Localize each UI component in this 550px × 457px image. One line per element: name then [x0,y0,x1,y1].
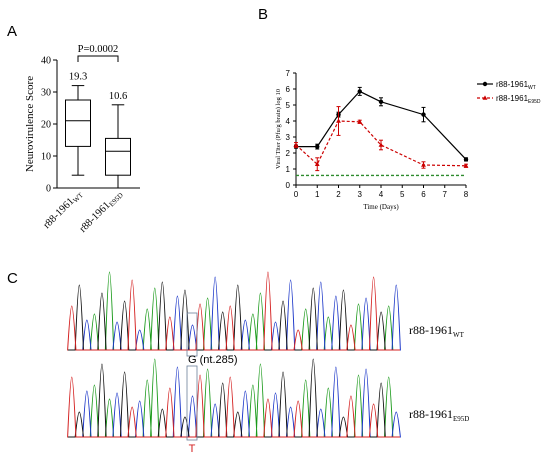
data-point [336,118,341,123]
chromatogram-trace-mut [68,358,400,438]
line-y-tick-label: 6 [286,85,291,94]
box-category-label: r88-1961E95D [78,188,125,235]
panel-letter-b: B [258,6,269,23]
line-x-tick-label: 6 [421,190,426,199]
chromatogram-trace-wt [67,271,400,351]
box-category-text: r88-1961E95D [78,188,125,235]
mut-position-box [186,365,198,441]
data-point [378,99,384,105]
box-mean-label: 19.3 [69,72,87,83]
panel-letter-c: C [7,270,18,287]
box-y-tick-label: 30 [41,88,51,99]
chromatogram-trace-wt [68,281,400,351]
line-y-tick-label: 2 [286,149,291,158]
data-point [315,144,320,149]
line-x-tick-label: 1 [315,190,320,199]
chromatogram-trace-mut [67,374,400,438]
line-y-tick-label: 5 [286,101,291,110]
data-point [357,89,362,94]
line-y-axis-label: Viral Titer (Pfu/g brain) log 10 [275,89,282,169]
box-y-tick-label: 10 [41,152,51,163]
box-mean-label: 10.6 [109,91,127,102]
box-y-tick-label: 40 [41,56,51,67]
mut-trace-label: r88-1961E95D [409,407,469,423]
box-iqr [105,137,131,176]
line-y-tick-label: 3 [286,133,291,142]
box-y-axis-label: Neurovirulence Score [24,76,36,172]
panel-letter-a: A [7,23,18,40]
line-y-tick-label: 0 [286,181,291,190]
line-x-tick-label: 7 [443,190,448,199]
pvalue-bracket [77,55,119,62]
line-x-tick-label: 4 [379,190,384,199]
pvalue-label: P=0.0002 [78,44,119,55]
wt-trace-label: r88-1961WT [409,323,465,339]
line-y-tick-label: 1 [286,165,291,174]
data-point [314,161,320,166]
line-x-tick-label: 8 [464,190,469,199]
line-x-tick-label: 2 [336,190,341,199]
chromatogram-trace-mut [68,366,401,438]
legend-marker [482,81,488,87]
legend-marker [482,95,488,100]
line-y-tick-label: 7 [286,69,291,78]
box-y-tick-label: 20 [41,120,51,131]
data-point [421,112,426,117]
data-point [293,142,299,147]
legend-label: r88-1961WT [496,80,536,91]
line-x-tick-label: 5 [400,190,405,199]
mutation-base-letter: T [189,443,196,455]
wt-position-box [186,312,198,357]
line-x-tick-label: 3 [358,190,363,199]
chromatogram-trace-mut [68,358,400,438]
line-y-tick-label: 4 [286,117,291,126]
line-x-axis-label: Time (Days) [363,203,399,211]
data-point [357,119,363,124]
box-iqr [65,99,91,147]
data-point [378,142,384,147]
chromatogram-trace-wt [68,271,400,351]
data-point [463,157,469,162]
mutation-position-label: G (nt.285) [188,354,238,366]
line-x-tick-label: 0 [294,190,299,199]
legend-label: r88-1961E95D [496,94,541,105]
data-point [421,162,426,167]
box-y-tick-label: 0 [46,184,51,195]
data-point [463,163,469,168]
